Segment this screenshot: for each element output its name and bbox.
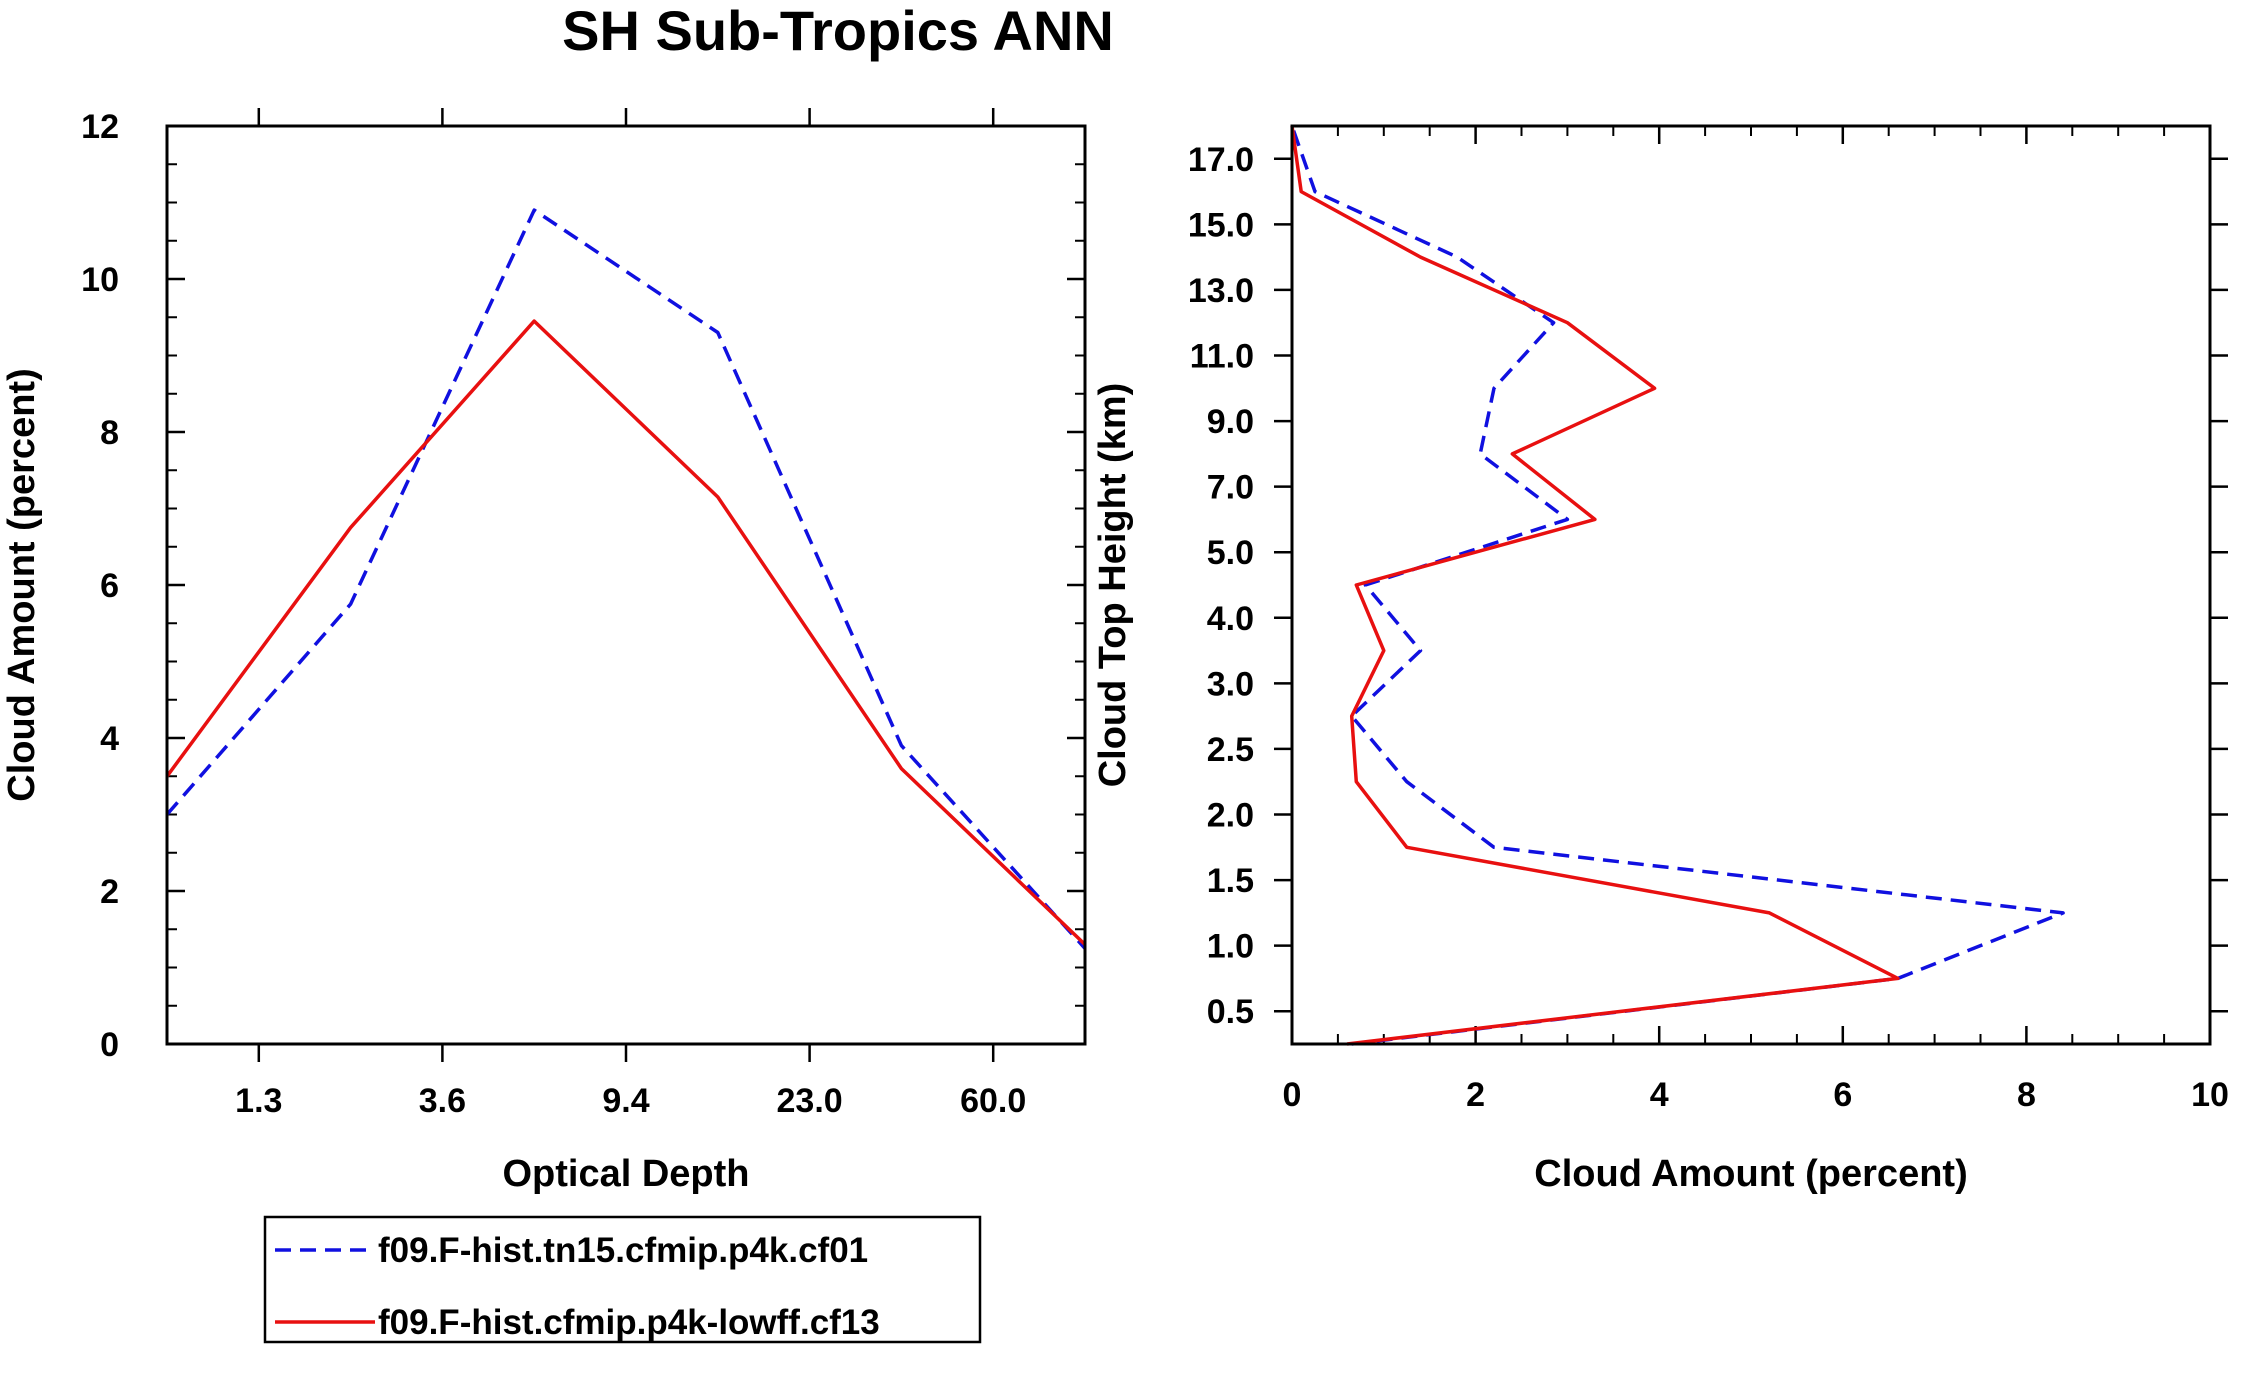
y-tick-label: 11.0 bbox=[1190, 338, 1254, 376]
x-tick-label: 9.4 bbox=[602, 1082, 649, 1120]
legend: f09.F-hist.tn15.cfmip.p4k.cf01 f09.F-his… bbox=[263, 1215, 982, 1344]
y-tick-label: 6 bbox=[100, 567, 119, 605]
x-tick-label: 2 bbox=[1466, 1076, 1485, 1114]
x-tick-label: 0 bbox=[1283, 1076, 1302, 1114]
x-tick-label: 60.0 bbox=[960, 1082, 1026, 1120]
y-tick-label: 17.0 bbox=[1188, 141, 1254, 179]
legend-label-red: f09.F-hist.cfmip.p4k-lowff.cf13 bbox=[378, 1303, 880, 1342]
y-tick-label: 2.0 bbox=[1207, 797, 1254, 835]
x-tick-label: 6 bbox=[1833, 1076, 1852, 1114]
x-tick-label: 4 bbox=[1650, 1076, 1669, 1114]
x-tick-label: 10 bbox=[2191, 1076, 2229, 1114]
plot-frame bbox=[165, 124, 1087, 1046]
y-tick-label: 9.0 bbox=[1207, 403, 1254, 441]
y-tick-label: 10 bbox=[81, 261, 119, 299]
legend-box bbox=[263, 1215, 982, 1344]
y-axis-title: Cloud Amount (percent) bbox=[1, 368, 43, 801]
left-chart: 0 2 4 6 8 10 12 1.3 3.6 9.4 23.0 60.0 Optical Depth C… bbox=[1, 108, 1087, 1195]
legend-label-blue: f09.F-hist.tn15.cfmip.p4k.cf01 bbox=[378, 1231, 868, 1270]
series-line-red bbox=[1290, 125, 1900, 1046]
y-axis-title: Cloud Top Height (km) bbox=[1092, 383, 1134, 788]
y-tick-label: 0.5 bbox=[1207, 993, 1254, 1031]
y-tick-label: 2 bbox=[100, 873, 119, 911]
series-line-blue bbox=[165, 208, 1087, 950]
figure-title: SH Sub-Tropics ANN bbox=[562, 0, 1114, 62]
y-tick-label: 5.0 bbox=[1207, 534, 1254, 572]
series-line-blue bbox=[1290, 125, 2065, 1046]
series-line-red bbox=[165, 319, 1087, 946]
y-tick-label: 1.0 bbox=[1207, 928, 1254, 966]
x-axis-title: Cloud Amount (percent) bbox=[1534, 1153, 1967, 1195]
y-tick-label: 4.0 bbox=[1207, 600, 1254, 638]
y-tick-label: 4 bbox=[100, 720, 119, 758]
y-tick-label: 12 bbox=[81, 108, 119, 146]
plot-frame bbox=[1290, 124, 2212, 1046]
y-tick-label: 1.5 bbox=[1207, 862, 1254, 900]
x-tick-label: 1.3 bbox=[235, 1082, 282, 1120]
y-tick-label: 7.0 bbox=[1207, 469, 1254, 507]
x-tick-label: 3.6 bbox=[419, 1082, 466, 1120]
y-tick-label: 13.0 bbox=[1188, 272, 1254, 310]
y-tick-label: 8 bbox=[100, 414, 119, 452]
y-tick-label: 0 bbox=[100, 1026, 119, 1064]
x-axis-title: Optical Depth bbox=[502, 1153, 749, 1195]
x-tick-label: 23.0 bbox=[777, 1082, 843, 1120]
y-tick-label: 15.0 bbox=[1188, 206, 1254, 244]
right-chart: 0 2 4 6 8 10 0.5 1.0 1.5 2.0 2.5 3.0 4.0 5.0 7.0 9.0 11.… bbox=[1092, 124, 2229, 1195]
y-tick-label: 2.5 bbox=[1207, 731, 1254, 769]
y-tick-label: 3.0 bbox=[1207, 665, 1254, 703]
x-tick-label: 8 bbox=[2017, 1076, 2036, 1114]
